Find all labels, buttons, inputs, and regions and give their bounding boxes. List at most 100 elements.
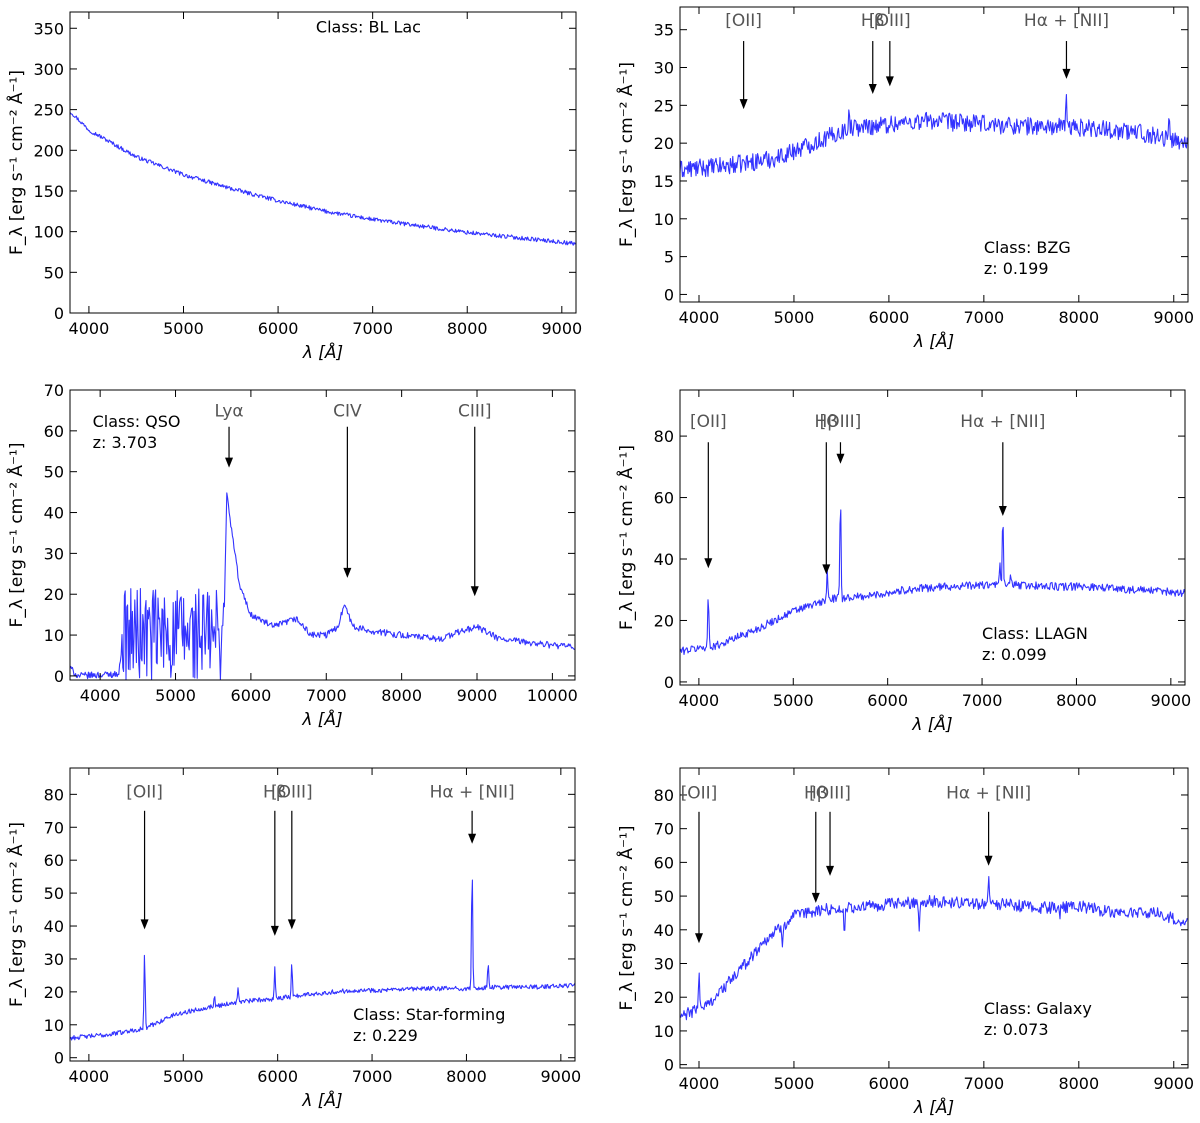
arrowhead-icon (826, 865, 835, 876)
emission-line-label: Hβ (814, 412, 838, 432)
y-tick-label: 20 (654, 134, 674, 153)
y-tick-label: 35 (654, 21, 674, 40)
spectrum-line (69, 879, 576, 1041)
y-axis-label: F_λ [erg s⁻¹ cm⁻² Å⁻¹] (615, 62, 637, 247)
y-axis-label: F_λ [erg s⁻¹ cm⁻² Å⁻¹] (615, 826, 637, 1011)
x-tick-label: 6000 (867, 691, 908, 710)
axes-frame (679, 767, 1189, 1069)
emission-line-label: [OIII] (271, 783, 313, 803)
class-annotation: Class: Star-forming (353, 1005, 505, 1024)
y-tick-label: 20 (44, 585, 64, 604)
x-tick-label: 9000 (457, 686, 498, 705)
emission-line-label: Hα + [NII] (946, 783, 1031, 803)
y-tick-label: 80 (654, 427, 674, 446)
emission-line-label: [OIII] (820, 412, 862, 432)
spectrum-panel-4: 4000 5000 6000 7000 8000 9000 0 20 40 60 80 λ [Å] F_… (615, 389, 1191, 735)
spectrum-line (679, 509, 1186, 656)
y-tick-label: 20 (654, 611, 674, 630)
x-tick-label: 7000 (352, 1067, 393, 1086)
x-tick-label: 8000 (1056, 691, 1097, 710)
x-tick-label: 10000 (527, 686, 578, 705)
y-tick-label: 20 (44, 983, 64, 1002)
x-tick-label: 9000 (1153, 308, 1194, 327)
x-axis-label: λ [Å] (913, 330, 954, 352)
x-tick-label: 7000 (963, 1074, 1004, 1093)
y-tick-label: 40 (654, 921, 674, 940)
x-tick-label: 4000 (69, 1067, 110, 1086)
y-tick-label: 0 (664, 285, 674, 304)
spectrum-panel-5: 4000 5000 6000 7000 8000 9000 0 10 20 30 40 50 60 70 8… (5, 767, 581, 1111)
spectrum-line (679, 93, 1188, 178)
axes-frame (69, 11, 577, 314)
x-tick-label: 5000 (163, 1067, 204, 1086)
y-tick-label: 40 (44, 917, 64, 936)
emission-line-label: Hα + [NII] (430, 783, 515, 803)
x-tick-label: 7000 (352, 319, 393, 338)
x-tick-label: 5000 (155, 686, 196, 705)
x-tick-label: 4000 (80, 686, 121, 705)
y-tick-label: 80 (44, 785, 64, 804)
spectrum-line (69, 111, 577, 246)
emission-line-label: Hβ (804, 783, 828, 803)
emission-line-label: Hβ (861, 11, 885, 31)
arrowhead-icon (811, 892, 820, 903)
arrowhead-icon (984, 855, 993, 866)
y-tick-label: 30 (44, 544, 64, 563)
y-tick-label: 70 (654, 820, 674, 839)
y-tick-label: 300 (33, 60, 64, 79)
arrowhead-icon (822, 564, 831, 575)
arrowhead-icon (885, 76, 894, 87)
y-axis-label: F_λ [erg s⁻¹ cm⁻² Å⁻¹] (5, 443, 27, 628)
y-tick-label: 70 (44, 381, 64, 400)
emission-line-label: CIV (333, 402, 362, 422)
y-tick-label: 30 (654, 955, 674, 974)
y-tick-label: 30 (654, 59, 674, 78)
y-tick-label: 0 (664, 1056, 674, 1075)
spectrum-line (679, 876, 1188, 1021)
spectrum-panel-6: 4000 5000 6000 7000 8000 9000 0 10 20 30 40 50 60 70 8… (615, 767, 1194, 1118)
x-tick-label: 5000 (773, 691, 814, 710)
emission-line-label: Hα + [NII] (960, 412, 1045, 432)
x-tick-label: 4000 (679, 1074, 720, 1093)
spectrum-panel-1: 4000 5000 6000 7000 8000 9000 0 50 100 150 200 250 3… (5, 11, 582, 363)
arrowhead-icon (270, 925, 279, 936)
y-tick-label: 70 (44, 818, 64, 837)
axes-frame (69, 389, 576, 681)
x-tick-label: 5000 (774, 308, 815, 327)
y-axis-label: F_λ [erg s⁻¹ cm⁻² Å⁻¹] (615, 445, 637, 630)
spectrum-panel-3: 4000 5000 6000 7000 8000 9000 10000 0 10 20 30 40 50… (5, 381, 578, 730)
y-tick-label: 30 (44, 950, 64, 969)
x-axis-label: λ [Å] (302, 341, 343, 363)
arrowhead-icon (225, 457, 234, 468)
class-annotation: Class: LLAGN (982, 624, 1088, 643)
class-annotation: z: 3.703 (93, 433, 158, 452)
y-tick-label: 50 (654, 887, 674, 906)
emission-line-label: Hβ (263, 783, 287, 803)
arrowhead-icon (704, 558, 713, 569)
x-tick-label: 9000 (1153, 1074, 1194, 1093)
x-tick-label: 9000 (540, 1067, 581, 1086)
x-tick-label: 6000 (231, 686, 272, 705)
arrowhead-icon (694, 933, 703, 944)
y-tick-label: 15 (654, 172, 674, 191)
x-tick-label: 8000 (381, 686, 422, 705)
class-annotation: z: 0.229 (353, 1026, 418, 1045)
arrowhead-icon (140, 919, 149, 930)
emission-line-label: CIII] (458, 402, 492, 422)
emission-line-label: Hα + [NII] (1024, 11, 1109, 31)
arrowhead-icon (343, 567, 352, 578)
y-tick-label: 10 (44, 626, 64, 645)
y-axis-label: F_λ [erg s⁻¹ cm⁻² Å⁻¹] (5, 822, 27, 1007)
arrowhead-icon (470, 586, 479, 597)
x-axis-label: λ [Å] (301, 1089, 342, 1111)
class-annotation: Class: QSO (93, 412, 181, 431)
y-tick-label: 0 (664, 673, 674, 692)
emission-line-label: [OII] (681, 783, 718, 803)
arrowhead-icon (836, 453, 845, 464)
x-tick-label: 5000 (163, 319, 204, 338)
x-tick-label: 4000 (679, 308, 720, 327)
class-annotation: Class: Galaxy (984, 999, 1092, 1018)
emission-line-label: [OIII] (809, 783, 851, 803)
x-tick-label: 8000 (447, 319, 488, 338)
